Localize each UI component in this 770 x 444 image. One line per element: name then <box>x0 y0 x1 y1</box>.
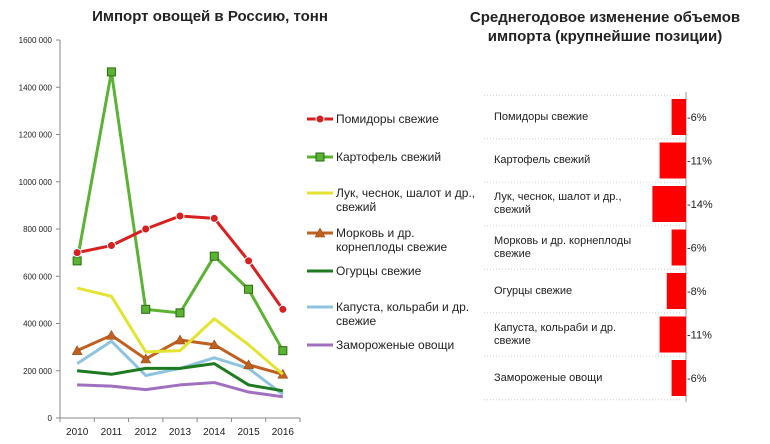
data-point <box>175 211 185 221</box>
x-tick-label: 2012 <box>135 427 158 438</box>
x-tick-label: 2014 <box>203 427 226 438</box>
bar-chart: -6% -11% -14% -6% -8% -11% -6% <box>484 92 713 402</box>
series-group <box>76 362 284 393</box>
series-group <box>76 286 284 376</box>
data-point <box>314 227 326 238</box>
y-tick-label: 1200 000 <box>19 131 53 140</box>
bar-category-label: Капуста, кольраби и др. свежие <box>494 321 616 347</box>
legend-swatch <box>307 227 333 238</box>
y-tick-label: 200 000 <box>23 367 52 376</box>
series-group <box>72 67 288 356</box>
x-tick-label: 2011 <box>101 427 123 438</box>
legend-swatch <box>307 343 333 347</box>
bar-value-label: -6% <box>687 373 707 385</box>
y-tick-label: 1600 000 <box>19 36 53 45</box>
bar-chart-title: Среднегодовое изменение объемов импорта … <box>469 9 741 45</box>
bar-category-label: Огурцы свежие <box>494 284 573 297</box>
y-tick-label: 600 000 <box>23 272 52 281</box>
legend-label: Картофель свежий <box>336 150 442 164</box>
legend-swatch <box>307 114 333 124</box>
y-tick-label: 1400 000 <box>19 83 53 92</box>
series-group <box>71 329 289 379</box>
data-point <box>243 359 254 370</box>
data-point <box>278 346 288 356</box>
data-point <box>175 308 185 318</box>
legend-swatch <box>307 191 333 195</box>
data-point <box>141 224 151 234</box>
y-tick-label: 800 000 <box>23 225 52 234</box>
legend-label: Лук, чеснок, шалот и др., свежий <box>336 186 476 214</box>
data-point <box>208 339 220 350</box>
series-group <box>77 381 284 399</box>
series-group <box>72 211 288 314</box>
y-tick-label: 0 <box>48 414 53 423</box>
data-point <box>174 334 186 345</box>
bar <box>659 142 686 179</box>
bar-category-label: Замороженые овощи <box>494 371 603 384</box>
legend-label: Огурцы свежие <box>336 264 422 278</box>
legend-label: Замороженые овощи <box>336 338 455 352</box>
data-point <box>106 241 116 251</box>
bar-value-label: -11% <box>687 156 712 168</box>
bar-category-label: Лук, чеснок, шалот и др., свежий <box>494 191 622 216</box>
data-point <box>140 353 152 364</box>
bar <box>652 186 686 222</box>
bar-category-label: Картофель свежий <box>494 154 591 166</box>
series-line <box>77 381 284 399</box>
y-tick-label: 400 000 <box>23 320 52 329</box>
data-point <box>106 67 116 77</box>
data-point <box>72 256 82 266</box>
data-point <box>315 152 325 162</box>
legend-swatch <box>307 305 333 309</box>
legend-swatch <box>307 269 333 273</box>
series-line <box>76 286 284 376</box>
bar <box>671 360 686 396</box>
legend-label: Помидоры свежие <box>336 112 439 126</box>
bar <box>671 229 686 266</box>
x-tick-label: 2016 <box>272 427 295 438</box>
bar <box>666 273 686 309</box>
line-chart: 0 200 000 400 000 600 000 800 000 1000 000 120… <box>19 36 301 438</box>
x-tick-label: 2010 <box>66 427 89 438</box>
data-point <box>278 304 288 314</box>
bar <box>659 316 686 353</box>
bar-value-label: -14% <box>687 199 713 211</box>
bar-category-label: Морковь и др. корнеплоды свежие <box>494 234 632 260</box>
data-point <box>244 256 254 266</box>
data-point <box>209 251 219 261</box>
x-tick-label: 2013 <box>169 427 192 438</box>
bar-value-label: -11% <box>687 330 712 342</box>
y-tick-label: 1000 000 <box>19 178 53 187</box>
legend-label: Морковь и др. корнеплоды свежие <box>336 226 448 254</box>
data-point <box>72 248 82 258</box>
data-point <box>209 213 219 223</box>
line-chart-title: Импорт овощей в Россию, тонн <box>92 8 328 25</box>
bar-value-label: -6% <box>687 243 707 255</box>
data-point <box>244 284 254 294</box>
series-line <box>76 362 284 393</box>
data-point <box>106 329 117 340</box>
legend-label: Капуста, кольраби и др. свежие <box>336 300 470 328</box>
bar-category-label: Помидоры свежие <box>494 110 589 123</box>
bar-value-label: -6% <box>687 112 707 124</box>
data-point <box>141 304 151 314</box>
data-point <box>315 114 325 124</box>
bar <box>671 99 686 135</box>
x-tick-label: 2015 <box>237 427 260 438</box>
data-point <box>71 345 83 355</box>
legend-swatch <box>307 152 333 162</box>
bar-value-label: -8% <box>687 286 707 298</box>
